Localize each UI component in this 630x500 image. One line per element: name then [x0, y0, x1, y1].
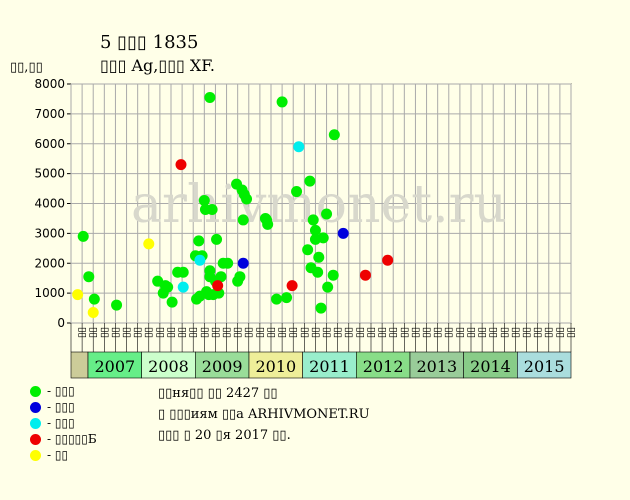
- data-point: [194, 254, 206, 266]
- info-line: ▯ ▯▯▯иям ▯▯а ARHIVMONET.RU: [158, 407, 370, 422]
- chart-title: 5 ▯▯▯ 1835: [100, 32, 199, 53]
- data-point: [177, 266, 189, 278]
- legend-marker: [30, 449, 41, 461]
- data-point: [83, 271, 95, 283]
- data-point: [222, 257, 234, 269]
- data-point: [312, 266, 324, 278]
- legend-marker: [30, 433, 41, 445]
- year-label: 2014: [470, 357, 511, 376]
- y-tick-label: 4000: [34, 197, 65, 211]
- legend-item: - ▯▯▯: [30, 399, 97, 415]
- legend-item: - ▯▯▯▯▯Б: [30, 431, 97, 447]
- data-point: [234, 271, 246, 283]
- data-point: [281, 292, 293, 304]
- y-tick-label: 7000: [34, 107, 65, 121]
- year-label: 2007: [94, 357, 135, 376]
- year-label: 2009: [202, 357, 243, 376]
- chart-subtitle: ▯▯▯ Ag,▯▯▯ XF.: [100, 56, 215, 75]
- y-tick-label: 5000: [34, 167, 65, 181]
- data-point: [175, 159, 187, 171]
- watermark: arhivmonet.ru: [131, 175, 507, 235]
- data-point: [215, 271, 227, 283]
- data-point: [162, 281, 174, 293]
- legend-label: - ▯▯▯: [47, 416, 75, 430]
- year-label: 2012: [363, 357, 404, 376]
- legend-label: - ▯▯▯: [47, 384, 75, 398]
- year-label: 2013: [416, 357, 457, 376]
- data-point: [262, 218, 274, 230]
- data-point: [315, 302, 327, 314]
- year-band-segment: [87, 351, 142, 379]
- data-point: [328, 129, 340, 141]
- data-point: [143, 238, 155, 250]
- year-label: 2008: [148, 357, 189, 376]
- year-label: 2010: [255, 357, 296, 376]
- year-label: 2015: [524, 357, 565, 376]
- data-point: [304, 175, 316, 187]
- data-point: [321, 208, 333, 220]
- y-tick-label: 1000: [34, 286, 65, 300]
- data-point: [193, 235, 205, 247]
- y-tick-label: 0: [57, 316, 65, 330]
- info-line: ▯▯ня▯▯ ▯▯ 2427 ▯▯: [158, 386, 278, 401]
- legend-label: - ▯▯▯: [47, 400, 75, 414]
- data-point: [237, 214, 249, 226]
- data-point: [88, 293, 100, 305]
- data-point: [77, 230, 89, 242]
- legend-label: - ▯▯▯▯▯Б: [47, 432, 97, 446]
- year-band-segment: [141, 351, 196, 379]
- data-point: [291, 186, 303, 198]
- data-point: [198, 195, 210, 207]
- data-point: [206, 203, 218, 215]
- y-tick-label: 8000: [34, 77, 65, 91]
- data-point: [177, 281, 189, 293]
- data-point: [72, 289, 84, 301]
- data-point: [241, 193, 253, 205]
- data-point: [317, 232, 329, 244]
- year-band-segment: [195, 351, 250, 379]
- data-point: [87, 307, 99, 319]
- data-point: [322, 281, 334, 293]
- legend: - ▯▯▯ - ▯▯▯ - ▯▯▯ - ▯▯▯▯▯Б - ▯▯: [30, 383, 97, 463]
- y-tick-label: 2000: [34, 256, 65, 270]
- data-point: [337, 227, 349, 239]
- data-point: [293, 141, 305, 153]
- y-axis-label: ▯▯,▯▯: [10, 60, 43, 75]
- data-point: [166, 296, 178, 308]
- legend-marker: [30, 401, 41, 413]
- data-point: [211, 233, 223, 245]
- data-point: [237, 257, 249, 269]
- data-point: [382, 254, 394, 266]
- legend-item: - ▯▯▯: [30, 415, 97, 431]
- legend-label: - ▯▯: [47, 448, 69, 462]
- data-point: [276, 96, 288, 108]
- year-band-start: [70, 351, 89, 379]
- legend-marker: [30, 385, 41, 397]
- data-point: [271, 293, 283, 305]
- data-point: [111, 299, 123, 311]
- data-point: [286, 280, 298, 292]
- legend-item: - ▯▯▯: [30, 383, 97, 399]
- data-point: [307, 214, 319, 226]
- year-band-segment: [517, 351, 572, 379]
- y-tick-label: 3000: [34, 226, 65, 240]
- info-line: ▯▯▯ ▯ 20 ▯я 2017 ▯▯.: [158, 428, 291, 443]
- y-tick-label: 6000: [34, 137, 65, 151]
- data-point: [212, 280, 224, 292]
- legend-item: - ▯▯: [30, 447, 97, 463]
- info-block: ▯▯ня▯▯ ▯▯ 2427 ▯▯ ▯ ▯▯▯иям ▯▯а ARHIVMONE…: [158, 383, 370, 446]
- year-label: 2011: [309, 357, 350, 376]
- data-point: [309, 224, 321, 236]
- year-band-segment: [302, 351, 357, 379]
- data-point: [313, 251, 325, 263]
- data-point: [359, 269, 371, 281]
- legend-marker: [30, 417, 41, 429]
- data-point: [327, 269, 339, 281]
- data-point: [204, 91, 216, 103]
- data-point: [302, 244, 314, 256]
- year-band-segment: [409, 351, 464, 379]
